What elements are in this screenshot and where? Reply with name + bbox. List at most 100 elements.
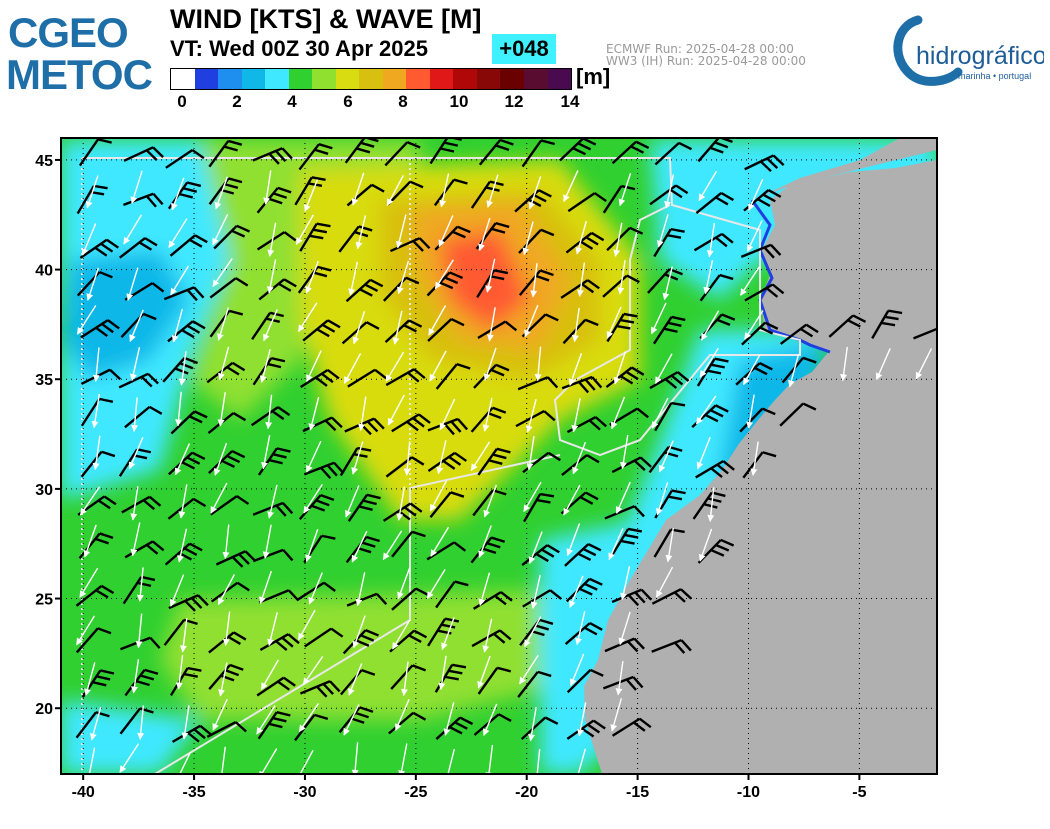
wind-barb-icon [611,717,652,737]
plot-frame [60,137,938,775]
wave-arrow-icon [699,347,719,378]
wind-barb-icon [346,183,385,207]
wave-arrow-icon [136,567,144,602]
wave-arrow-icon [566,523,581,556]
logo-right-main: hidrográfico [916,42,1044,70]
wave-arrow-icon [530,263,538,298]
wind-barb-icon [561,375,603,394]
wave-arrow-icon [840,346,848,382]
wind-barb-icon [560,279,600,299]
wave-arrow-icon [263,309,278,342]
wind-barb-icon [565,231,605,254]
wave-arrow-icon [92,435,101,471]
wind-barb-icon [163,286,205,302]
wave-arrow-icon [212,698,228,731]
colorbar-tick-label: 8 [398,92,408,111]
lat-tick-label: 35 [35,372,53,389]
wave-arrow-icon [261,435,271,470]
wave-direction-arrows [76,170,933,774]
wave-arrow-icon [129,347,141,382]
wind-barb-icon [741,321,779,346]
colorbar-swatch [547,69,572,89]
wave-arrow-icon [385,351,405,382]
wave-arrow-icon [131,397,139,433]
wave-arrow-icon [619,434,629,470]
wave-arrow-icon [577,702,587,737]
wave-arrow-icon [664,174,675,209]
wave-arrow-icon [213,442,228,476]
wind-barb-icon [250,406,291,427]
wind-barb-icon [257,447,291,476]
wave-arrow-icon [610,698,623,732]
colorbar-swatch [476,69,501,89]
wave-arrow-icon [392,619,411,650]
wave-arrow-icon [482,618,493,653]
wave-arrow-icon [181,705,190,740]
logo-left-line2: METOC [6,51,153,98]
wind-barb-icon [740,243,782,259]
wave-arrow-icon [296,750,314,774]
wind-barb-icon [602,675,644,691]
wind-barb-icon [472,489,507,517]
wave-arrow-icon [358,396,367,431]
cgeo-metoc-logo: CGEO METOC [6,10,158,96]
wind-barb-icon [651,639,692,654]
colorbar-swatch [241,69,266,89]
wave-arrow-icon [403,441,411,476]
wave-arrow-icon [528,531,543,564]
logo-right-sub: marinha • portugal [958,71,1031,81]
wave-arrow-icon [222,611,231,647]
wind-barb-icon [649,184,689,206]
wind-barb-icon [389,237,431,253]
wind-barb-icon [564,543,602,567]
lon-tick-label: -15 [626,784,649,801]
wave-arrow-icon [615,481,631,514]
wind-barb-icon [347,493,381,522]
wave-arrow-icon [295,214,314,245]
wave-arrow-icon [426,569,446,599]
wave-arrow-icon [306,350,322,383]
wind-barb-icon [602,184,636,214]
wave-arrow-icon [305,260,319,294]
wind-barb-icon [80,319,120,339]
lat-tick-label: 25 [35,592,53,609]
wave-arrow-icon [438,215,454,248]
wind-barb-icon [697,138,733,163]
wave-arrow-icon [665,527,674,563]
wave-arrow-icon [525,399,537,433]
colorbar-unit: [m] [576,64,611,89]
wave-arrow-icon [351,441,364,475]
wind-barb-icon [743,188,782,212]
wave-arrow-icon [217,307,230,341]
wave-arrow-icon [482,703,498,737]
wind-barb-icon [565,577,603,603]
wave-arrow-icon [392,310,403,345]
wind-barb-icon [162,356,199,383]
wind-barb-icon [518,269,554,296]
wave-arrow-icon [536,749,541,774]
colorbar-swatch [500,69,524,89]
wind-barb-icon [209,277,249,299]
wave-arrow-icon [267,612,278,647]
lon-tick-label: -5 [852,784,866,801]
wave-arrow-icon [171,308,183,343]
wave-arrow-icon [256,705,276,735]
wind-barb-icon [256,676,296,697]
wave-arrow-icon [345,485,360,518]
wind-barb-icon [75,711,110,739]
forecast-step-badge: +048 [492,34,556,64]
wind-barb-icon [296,581,336,602]
wave-arrow-icon [572,441,587,475]
wind-barb-icon [742,451,777,479]
wind-barb-icon [124,405,163,429]
wave-arrow-icon [343,704,360,736]
wave-arrow-icon [695,395,717,425]
wave-arrow-icon [76,305,97,335]
wave-arrow-icon [214,176,229,210]
wind-barb-icon [252,501,294,517]
wind-barb-icon [384,141,421,167]
wind-barb-icon [78,138,112,167]
run-ww3: WW3 (IH) Run: 2025-04-28 00:00 [606,54,806,68]
wave-arrow-icon [483,484,498,518]
wave-arrow-icon [428,305,447,336]
